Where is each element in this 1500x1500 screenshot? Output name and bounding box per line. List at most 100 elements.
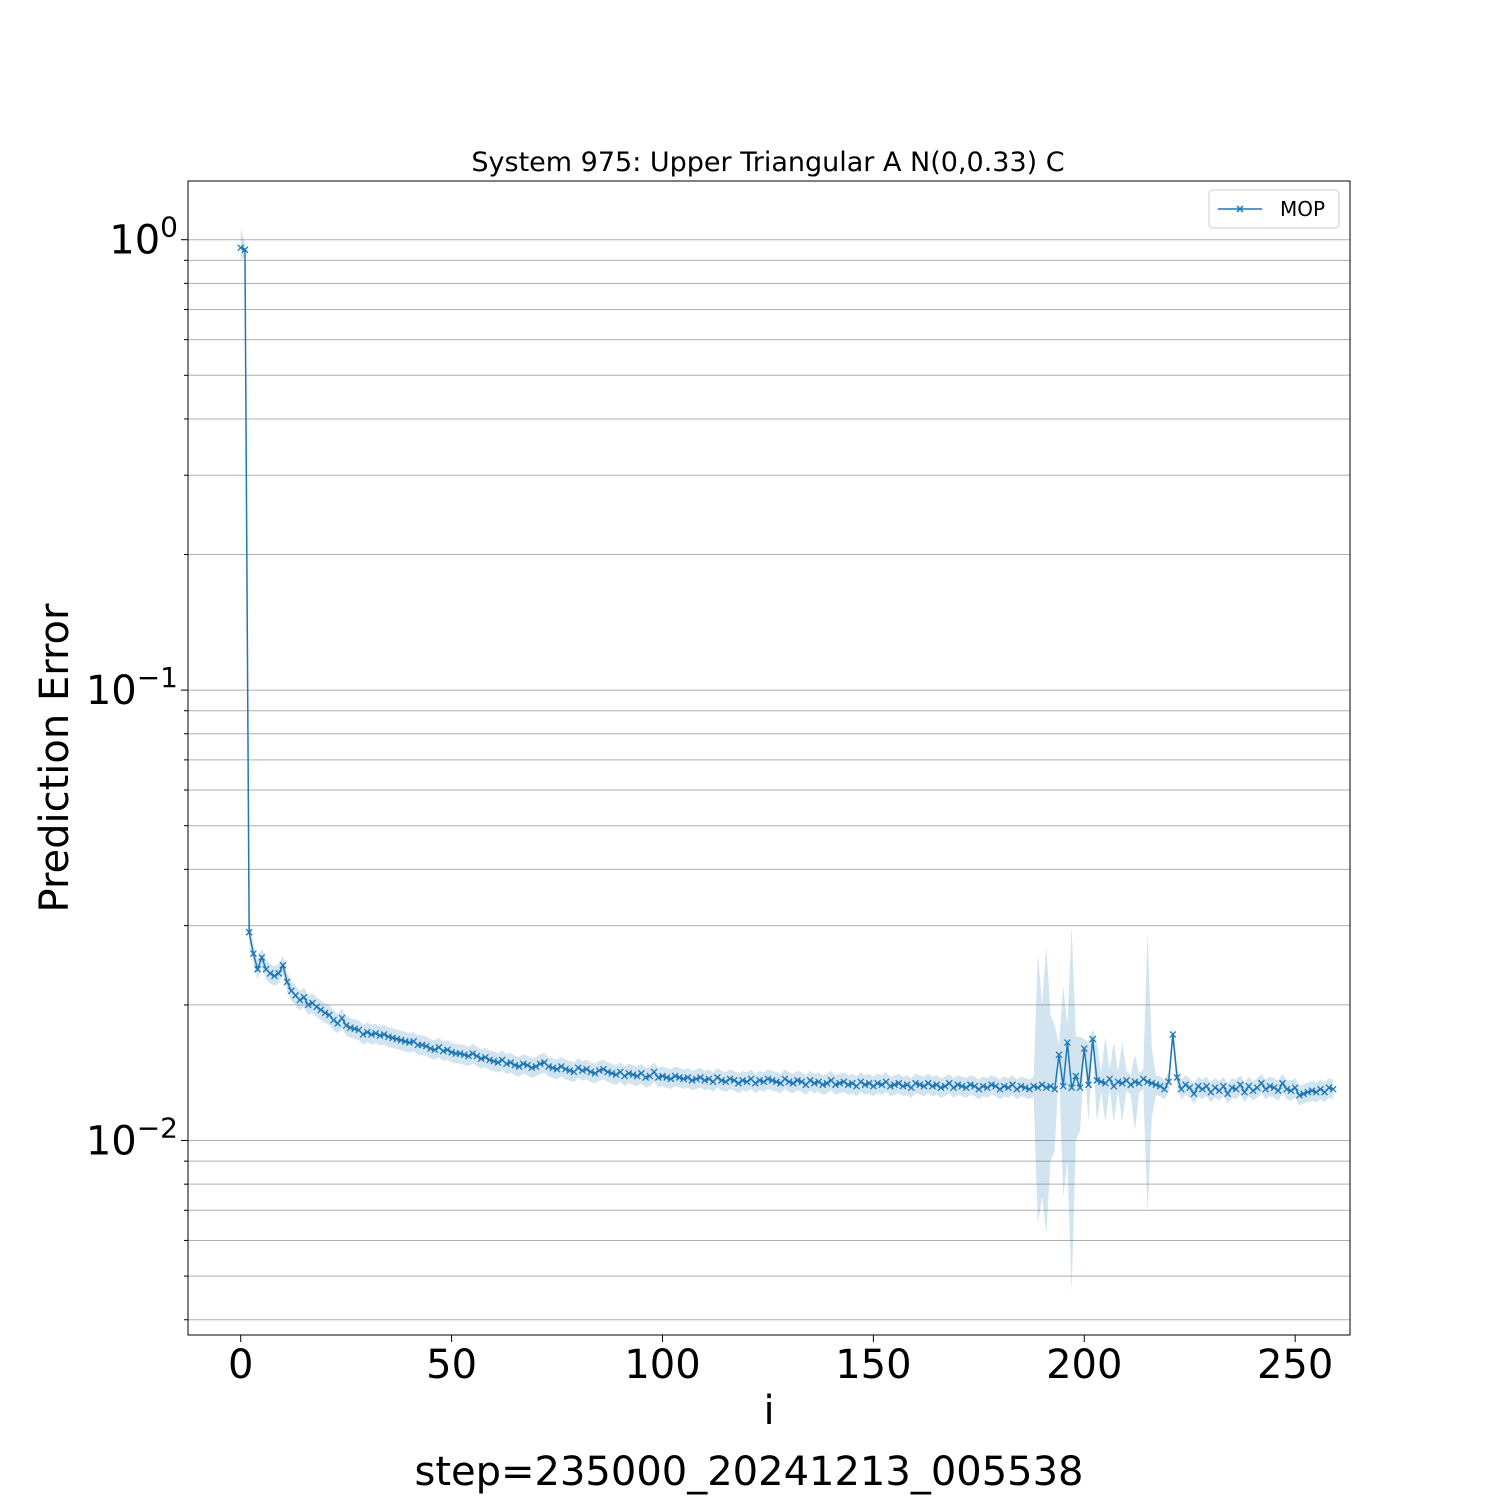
chart-title: System 975: Upper Triangular A N(0,0.33)… <box>471 147 1064 178</box>
data-point <box>245 928 253 936</box>
data-point <box>1051 1085 1059 1093</box>
data-point <box>422 1042 430 1050</box>
data-point <box>785 1078 793 1086</box>
data-point <box>393 1035 401 1043</box>
data-point <box>519 1060 527 1068</box>
data-point <box>486 1056 494 1064</box>
data-point <box>439 1047 447 1055</box>
data-point <box>254 965 262 973</box>
data-point <box>545 1063 553 1070</box>
data-point <box>405 1039 413 1047</box>
data-point <box>971 1082 979 1090</box>
data-point <box>591 1069 599 1077</box>
data-point <box>675 1074 683 1081</box>
data-point <box>1034 1084 1042 1092</box>
data-point <box>1063 1039 1071 1047</box>
data-point <box>701 1076 709 1084</box>
data-point <box>794 1076 801 1084</box>
data-point <box>1270 1084 1278 1092</box>
data-point <box>1169 1030 1177 1038</box>
data-point <box>625 1069 633 1077</box>
data-point <box>869 1082 877 1090</box>
data-point <box>1072 1072 1080 1080</box>
x-axis-label: i <box>763 1388 774 1434</box>
legend: MOP <box>1208 189 1340 229</box>
data-point <box>848 1079 856 1087</box>
data-point <box>1198 1085 1206 1093</box>
data-point <box>924 1079 932 1087</box>
data-point <box>1013 1085 1021 1093</box>
data-point <box>1131 1078 1139 1086</box>
data-point <box>502 1060 510 1068</box>
data-point <box>874 1079 882 1087</box>
data-point <box>1304 1088 1312 1096</box>
data-point <box>891 1081 898 1089</box>
data-point <box>460 1051 468 1059</box>
data-point <box>494 1059 502 1066</box>
y-tick-label: 100 <box>109 211 178 264</box>
data-point <box>642 1074 650 1081</box>
data-point <box>1241 1088 1249 1096</box>
x-tick-label: 0 <box>228 1342 253 1388</box>
x-tick-label: 150 <box>835 1342 911 1388</box>
data-point <box>772 1078 780 1086</box>
data-point <box>473 1052 481 1060</box>
data-point <box>1287 1087 1295 1095</box>
y-tick-label: 10−1 <box>86 661 178 714</box>
data-point <box>389 1034 397 1042</box>
data-point <box>481 1053 489 1061</box>
data-point <box>886 1082 894 1090</box>
data-point <box>895 1079 903 1087</box>
data-point <box>840 1078 848 1086</box>
data-point <box>376 1032 384 1040</box>
data-point <box>1262 1085 1270 1093</box>
data-point <box>604 1068 612 1076</box>
data-point <box>511 1061 519 1069</box>
data-point <box>1249 1087 1257 1095</box>
data-point <box>1030 1082 1038 1090</box>
data-point <box>680 1075 688 1083</box>
data-point <box>325 1011 333 1019</box>
data-point <box>443 1046 451 1054</box>
data-point <box>608 1069 616 1077</box>
grid-lines <box>188 239 1350 1321</box>
data-point <box>697 1074 704 1081</box>
data-point <box>831 1081 839 1089</box>
data-point <box>384 1033 392 1041</box>
data-point <box>1097 1078 1105 1086</box>
data-point <box>304 1001 312 1009</box>
data-point <box>954 1081 962 1089</box>
data-point <box>1295 1091 1303 1099</box>
data-point <box>806 1076 814 1084</box>
data-point <box>789 1079 797 1087</box>
data-point <box>722 1078 730 1086</box>
data-point <box>650 1068 658 1076</box>
data-point <box>313 1003 321 1011</box>
y-axis-label: Prediction Error <box>32 603 78 912</box>
data-point <box>1160 1085 1168 1093</box>
data-point <box>587 1068 595 1076</box>
data-point <box>271 972 278 980</box>
data-point <box>713 1074 721 1081</box>
data-point <box>1085 1081 1092 1089</box>
data-point <box>317 1006 325 1014</box>
data-point <box>427 1045 434 1053</box>
data-point <box>595 1067 603 1075</box>
data-point <box>1312 1088 1320 1096</box>
data-point <box>397 1036 405 1044</box>
data-point <box>330 1016 337 1024</box>
data-point <box>878 1081 886 1089</box>
data-point <box>1118 1079 1126 1087</box>
data-point <box>810 1079 818 1087</box>
data-point <box>1004 1084 1012 1092</box>
data-point <box>950 1084 957 1092</box>
data-point <box>629 1071 637 1079</box>
data-point <box>490 1057 498 1065</box>
data-point <box>764 1075 772 1083</box>
data-point <box>1317 1085 1324 1093</box>
data-point <box>739 1076 747 1084</box>
data-point <box>1182 1081 1189 1089</box>
data-point <box>401 1037 409 1045</box>
data-point <box>743 1078 751 1086</box>
